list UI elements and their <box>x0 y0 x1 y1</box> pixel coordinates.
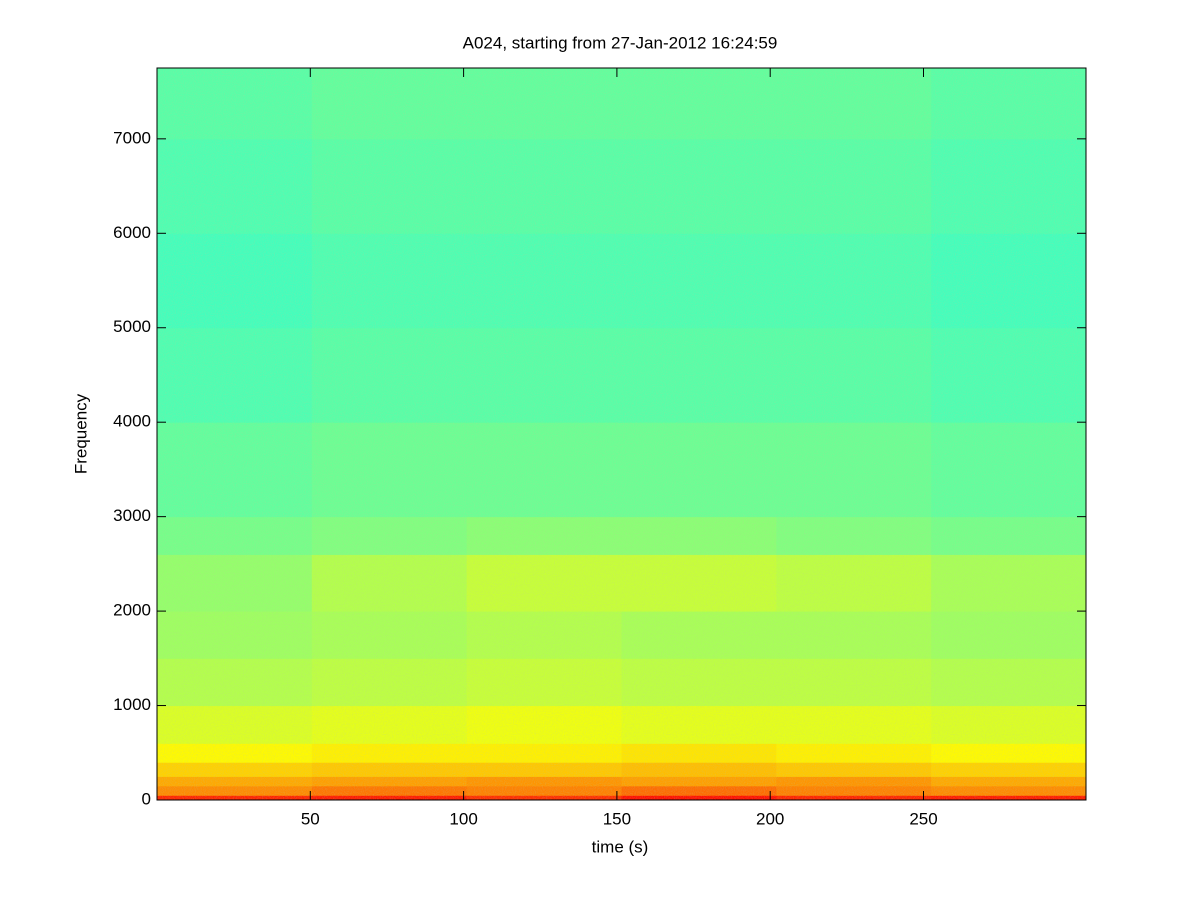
y-tick-label: 4000 <box>113 412 151 431</box>
y-axis-label: Frequency <box>71 393 90 474</box>
x-tick-label: 250 <box>909 809 937 828</box>
x-tick-label: 50 <box>301 809 320 828</box>
y-tick-label: 7000 <box>113 128 151 147</box>
y-tick-label: 3000 <box>113 506 151 525</box>
y-tick-label: 0 <box>142 789 151 808</box>
chart-title: A024, starting from 27-Jan-2012 16:24:59 <box>463 33 778 52</box>
y-tick-label: 6000 <box>113 223 151 242</box>
y-tick-label: 5000 <box>113 317 151 336</box>
axes: 50 100 150 200 250 0 1000 2000 3000 4000 5000 6000 7… <box>113 67 1087 828</box>
x-tick-label: 100 <box>449 809 477 828</box>
x-tick-label: 200 <box>756 809 784 828</box>
y-tick-label: 2000 <box>113 601 151 620</box>
plot-frame <box>156 67 1087 801</box>
x-axis-label: time (s) <box>592 837 649 856</box>
texture <box>157 68 1086 800</box>
x-tick-label: 150 <box>603 809 631 828</box>
y-tick-label: 1000 <box>113 695 151 714</box>
